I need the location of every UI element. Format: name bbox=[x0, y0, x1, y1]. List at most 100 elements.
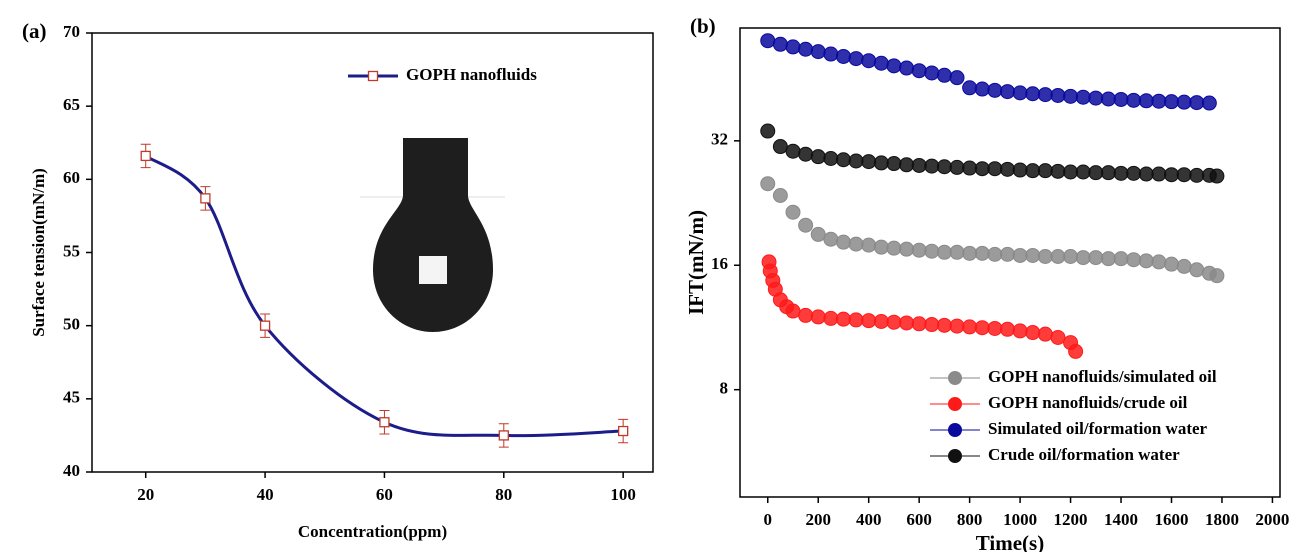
data-point bbox=[936, 159, 952, 175]
legend-marker bbox=[948, 449, 962, 463]
data-point bbox=[974, 161, 990, 177]
data-point bbox=[823, 310, 839, 326]
data-point bbox=[936, 317, 952, 333]
data-point bbox=[1176, 167, 1192, 183]
data-point bbox=[974, 245, 990, 261]
data-point bbox=[999, 246, 1015, 262]
data-point bbox=[1025, 163, 1041, 179]
x-tick-label: 1800 bbox=[1205, 510, 1239, 529]
data-point bbox=[924, 158, 940, 174]
data-point bbox=[1050, 87, 1066, 103]
x-tick-label: 1400 bbox=[1104, 510, 1138, 529]
data-point bbox=[760, 33, 776, 49]
data-point bbox=[924, 317, 940, 333]
data-point bbox=[810, 309, 826, 325]
data-point bbox=[1012, 247, 1028, 263]
data-point bbox=[911, 157, 927, 173]
data-point bbox=[1189, 167, 1205, 183]
data-point bbox=[911, 316, 927, 332]
x-tick-label: 600 bbox=[906, 510, 932, 529]
data-point bbox=[1050, 249, 1066, 265]
data-point bbox=[987, 161, 1003, 177]
x-tick-label: 60 bbox=[376, 485, 393, 504]
data-point bbox=[949, 159, 965, 175]
data-point bbox=[886, 240, 902, 256]
data-point bbox=[1037, 87, 1053, 103]
data-point bbox=[999, 321, 1015, 337]
data-point bbox=[798, 41, 814, 57]
legend-marker bbox=[948, 371, 962, 385]
y-axis-title: IFT(mN/m) bbox=[684, 210, 708, 315]
data-point bbox=[936, 244, 952, 260]
y-tick-label: 45 bbox=[63, 388, 80, 407]
data-point bbox=[886, 156, 902, 172]
data-point bbox=[798, 307, 814, 323]
data-point bbox=[1025, 86, 1041, 102]
data-point bbox=[200, 193, 211, 204]
data-point bbox=[823, 46, 839, 62]
x-tick-label: 200 bbox=[805, 510, 831, 529]
y-tick-label: 8 bbox=[720, 379, 729, 398]
data-point bbox=[1163, 167, 1179, 183]
legend-label: GOPH nanofluids/crude oil bbox=[988, 393, 1188, 412]
y-axis-title: Surface tension(mN/m) bbox=[29, 168, 48, 337]
legend-label: GOPH nanofluids/simulated oil bbox=[988, 367, 1217, 386]
x-axis-title: Concentration(ppm) bbox=[298, 522, 447, 541]
data-point bbox=[848, 312, 864, 328]
data-point bbox=[911, 63, 927, 79]
data-point bbox=[1012, 85, 1028, 101]
data-point bbox=[1113, 91, 1129, 107]
data-point bbox=[1176, 258, 1192, 274]
legend-label: Simulated oil/formation water bbox=[988, 419, 1208, 438]
data-point bbox=[1151, 166, 1167, 182]
x-tick-label: 800 bbox=[957, 510, 983, 529]
data-point bbox=[1126, 252, 1142, 268]
data-point bbox=[987, 246, 1003, 262]
data-point bbox=[848, 51, 864, 67]
data-point bbox=[1068, 343, 1084, 359]
data-point bbox=[772, 187, 788, 203]
panel-label: (b) bbox=[690, 14, 716, 38]
data-point bbox=[974, 81, 990, 97]
data-point bbox=[886, 314, 902, 330]
data-point bbox=[1113, 165, 1129, 181]
data-point bbox=[835, 48, 851, 64]
data-point bbox=[1063, 88, 1079, 104]
data-point bbox=[962, 80, 978, 96]
plot-frame bbox=[91, 32, 654, 473]
plot-frame bbox=[739, 27, 1281, 498]
data-point bbox=[1037, 326, 1053, 342]
data-point bbox=[810, 149, 826, 165]
data-point bbox=[1138, 253, 1154, 269]
data-point bbox=[1126, 92, 1142, 108]
data-point bbox=[823, 151, 839, 167]
data-point bbox=[1151, 93, 1167, 109]
data-point bbox=[259, 320, 271, 331]
data-point bbox=[1189, 95, 1205, 111]
data-point bbox=[618, 425, 629, 437]
data-point bbox=[873, 55, 889, 71]
x-tick-label: 1600 bbox=[1154, 510, 1188, 529]
x-tick-label: 1200 bbox=[1054, 510, 1088, 529]
x-tick-label: 20 bbox=[137, 485, 154, 504]
y-tick-label: 32 bbox=[711, 130, 728, 149]
data-point bbox=[936, 67, 952, 83]
y-tick-label: 50 bbox=[63, 315, 80, 334]
y-tick-label: 60 bbox=[63, 168, 80, 187]
data-point bbox=[861, 313, 877, 329]
data-point bbox=[861, 53, 877, 69]
data-point bbox=[974, 320, 990, 336]
data-point bbox=[760, 176, 776, 192]
y-tick-label: 16 bbox=[711, 254, 728, 273]
data-point bbox=[962, 319, 978, 335]
x-axis-title: Time(s) bbox=[976, 531, 1044, 552]
data-point bbox=[848, 153, 864, 169]
data-point bbox=[987, 82, 1003, 98]
x-tick-label: 0 bbox=[764, 510, 773, 529]
data-point bbox=[1126, 165, 1142, 181]
data-point bbox=[760, 123, 776, 139]
data-point bbox=[999, 161, 1015, 177]
data-point bbox=[873, 239, 889, 255]
x-tick-label: 40 bbox=[257, 485, 274, 504]
data-point bbox=[772, 139, 788, 155]
